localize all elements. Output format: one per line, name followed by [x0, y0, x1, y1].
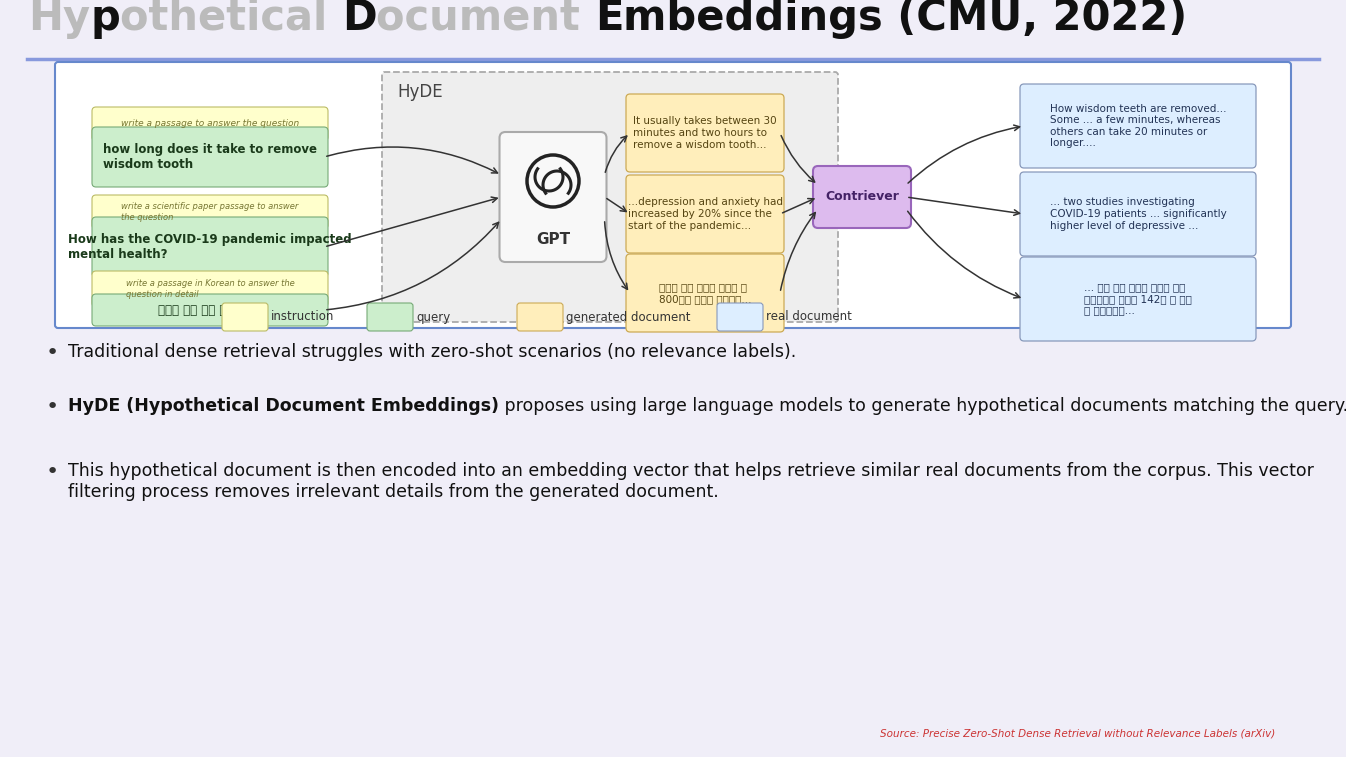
FancyBboxPatch shape	[626, 94, 783, 172]
FancyBboxPatch shape	[92, 217, 328, 277]
Text: •: •	[46, 343, 59, 363]
Text: write a passage to answer the question: write a passage to answer the question	[121, 120, 299, 129]
Text: Traditional dense retrieval struggles with zero-shot scenarios (no relevance lab: Traditional dense retrieval struggles wi…	[69, 343, 797, 361]
Text: •: •	[46, 462, 59, 482]
FancyBboxPatch shape	[92, 271, 328, 307]
Text: write a scientific paper passage to answer
the question: write a scientific paper passage to answ…	[121, 202, 299, 222]
Text: It usually takes between 30
minutes and two hours to
remove a wisdom tooth...: It usually takes between 30 minutes and …	[633, 117, 777, 150]
FancyBboxPatch shape	[517, 303, 563, 331]
FancyBboxPatch shape	[92, 127, 328, 187]
FancyBboxPatch shape	[92, 107, 328, 141]
Text: E: E	[595, 0, 623, 39]
FancyBboxPatch shape	[1020, 84, 1256, 168]
FancyBboxPatch shape	[92, 195, 328, 229]
Text: how long does it take to remove
wisdom tooth: how long does it take to remove wisdom t…	[104, 143, 318, 171]
Text: ... two studies investigating
COVID-19 patients ... significantly
higher level o: ... two studies investigating COVID-19 p…	[1050, 198, 1226, 231]
Text: ...depression and anxiety had
increased by 20% since the
start of the pandemic..: ...depression and anxiety had increased …	[627, 198, 782, 231]
Text: 인간은 언제 불을 사용했는가?: 인간은 언제 불을 사용했는가?	[159, 304, 261, 316]
Text: Contriever: Contriever	[825, 191, 899, 204]
Text: instruction: instruction	[271, 310, 334, 323]
Text: HyDE: HyDE	[397, 83, 443, 101]
Text: HyDE (Hypothetical Document Embeddings): HyDE (Hypothetical Document Embeddings)	[69, 397, 499, 415]
FancyBboxPatch shape	[222, 303, 268, 331]
FancyBboxPatch shape	[813, 166, 911, 228]
Text: How has the COVID-19 pandemic impacted
mental health?: How has the COVID-19 pandemic impacted m…	[69, 233, 351, 261]
Text: This hypothetical document is then encoded into an embedding vector that helps r: This hypothetical document is then encod…	[69, 462, 1314, 501]
FancyBboxPatch shape	[55, 62, 1291, 328]
Text: write a passage in Korean to answer the
question in detail: write a passage in Korean to answer the …	[125, 279, 295, 299]
Text: Hy: Hy	[28, 0, 90, 39]
FancyBboxPatch shape	[717, 303, 763, 331]
Text: GPT: GPT	[536, 232, 571, 247]
Text: p: p	[90, 0, 120, 39]
Text: ... 불을 처음 사용한 시기는 호모
에렉투스가 살았던 142만 년 전으
로 거슬러간다...: ... 불을 처음 사용한 시기는 호모 에렉투스가 살았던 142만 년 전으…	[1084, 282, 1193, 316]
FancyBboxPatch shape	[626, 175, 783, 253]
Text: D: D	[342, 0, 377, 39]
Text: 인간이 불을 사용한 기록은 약
800만년 전부터 나타난다...: 인간이 불을 사용한 기록은 약 800만년 전부터 나타난다...	[658, 282, 751, 304]
FancyBboxPatch shape	[92, 294, 328, 326]
Text: query: query	[416, 310, 451, 323]
FancyBboxPatch shape	[367, 303, 413, 331]
Text: othetical: othetical	[120, 0, 342, 39]
Text: •: •	[46, 397, 59, 417]
Text: mbeddings (CMU, 2022): mbeddings (CMU, 2022)	[623, 0, 1187, 39]
FancyBboxPatch shape	[1020, 257, 1256, 341]
Text: real document: real document	[766, 310, 852, 323]
Text: generated document: generated document	[567, 310, 690, 323]
FancyBboxPatch shape	[1020, 172, 1256, 256]
FancyBboxPatch shape	[499, 132, 607, 262]
Text: Source: Precise Zero-Shot Dense Retrieval without Relevance Labels (arXiv): Source: Precise Zero-Shot Dense Retrieva…	[880, 729, 1275, 739]
Text: ocument: ocument	[377, 0, 595, 39]
Text: proposes using large language models to generate hypothetical documents matching: proposes using large language models to …	[499, 397, 1346, 415]
Text: How wisdom teeth are removed...
Some ... a few minutes, whereas
others can take : How wisdom teeth are removed... Some ...…	[1050, 104, 1226, 148]
FancyBboxPatch shape	[382, 72, 839, 322]
FancyBboxPatch shape	[626, 254, 783, 332]
